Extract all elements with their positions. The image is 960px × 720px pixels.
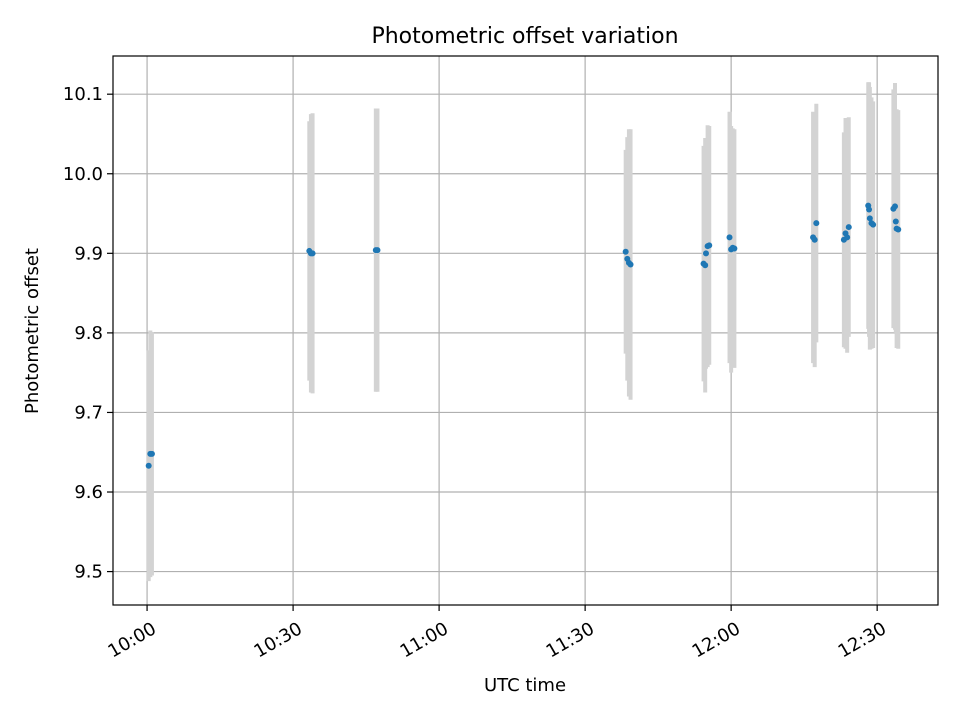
chart-title: Photometric offset variation — [371, 24, 678, 49]
data-point — [895, 226, 902, 233]
data-point — [702, 262, 709, 269]
data-point — [892, 218, 899, 225]
data-point — [627, 261, 634, 268]
data-point — [706, 242, 713, 249]
y-axis: 9.5 9.6 9.7 9.8 9.9 10.0 10.1 — [63, 84, 113, 583]
y-tick-label: 9.7 — [74, 402, 103, 423]
data-point — [731, 245, 738, 252]
y-tick-label: 9.5 — [74, 562, 103, 583]
data-point — [870, 221, 877, 228]
data-point — [374, 247, 381, 254]
y-tick-label: 10.1 — [63, 84, 103, 105]
data-point — [866, 206, 873, 213]
data-point — [145, 462, 152, 469]
grid — [113, 56, 938, 605]
data-point — [866, 215, 873, 222]
data-points — [145, 202, 902, 469]
data-point — [702, 250, 709, 257]
data-point — [726, 234, 733, 241]
plot-frame — [112, 55, 939, 606]
x-axis-label: UTC time — [484, 675, 566, 696]
y-axis-label: Photometric offset — [22, 248, 43, 414]
data-point — [813, 220, 820, 227]
data-point — [309, 250, 316, 257]
data-point — [892, 203, 899, 210]
data-point — [622, 248, 629, 255]
data-point — [148, 450, 155, 457]
data-point — [844, 234, 851, 241]
y-tick-label: 9.6 — [74, 482, 103, 503]
data-point — [845, 224, 852, 231]
y-tick-label: 9.9 — [74, 243, 103, 264]
y-tick-label: 9.8 — [74, 323, 103, 344]
data-point — [811, 236, 818, 243]
y-tick-label: 10.0 — [63, 164, 103, 185]
